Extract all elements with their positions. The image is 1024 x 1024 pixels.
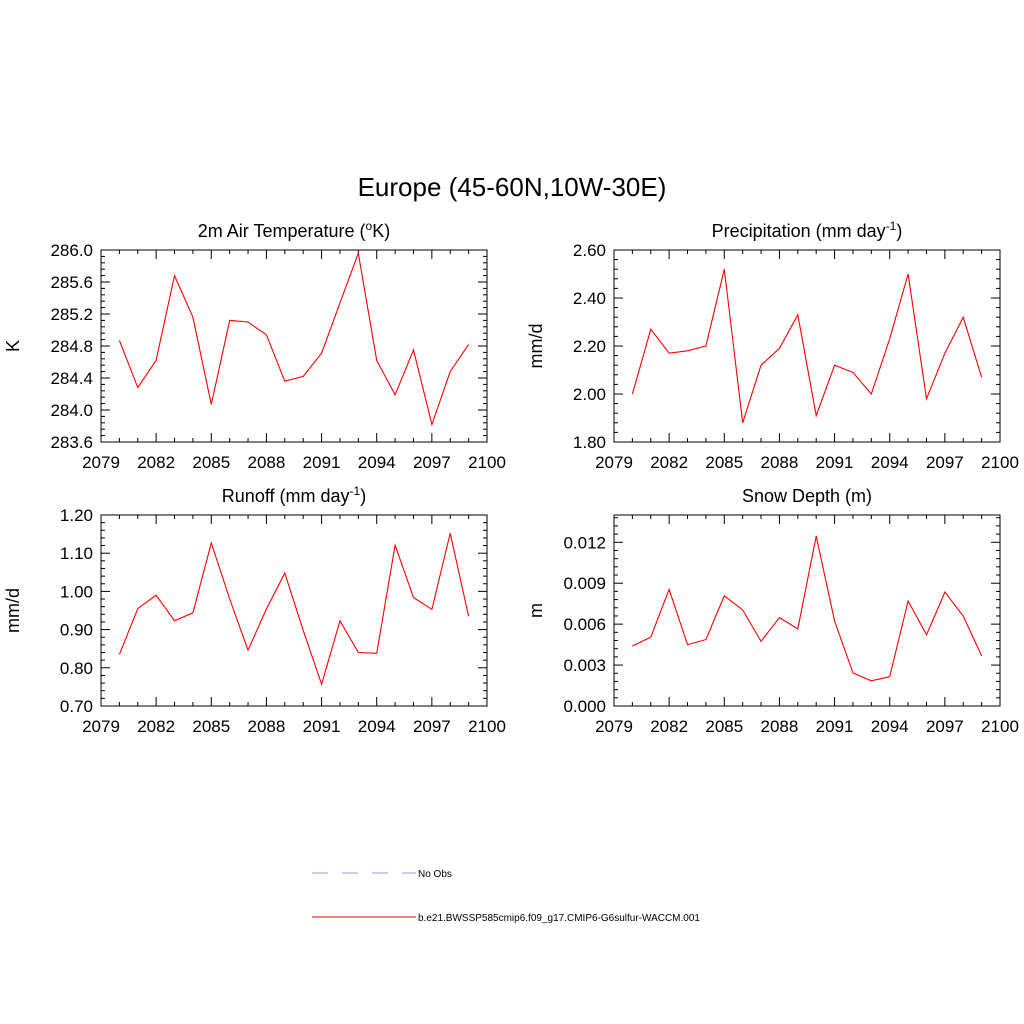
x-tick-label: 2085	[192, 453, 230, 472]
series-line	[118, 251, 470, 427]
legend-label-no-obs: No Obs	[418, 869, 452, 880]
x-tick-label: 2091	[816, 453, 854, 472]
legend: No Obs b.e21.BWSSP585cmip6.f09_g17.CMIP6…	[312, 869, 700, 924]
x-tick-label: 2088	[761, 717, 799, 736]
x-tick-label: 2100	[981, 453, 1019, 472]
y-tick-label: 286.0	[50, 241, 93, 260]
x-tick-label: 2085	[705, 453, 743, 472]
y-tick-label: 1.00	[60, 582, 93, 601]
y-tick-label: 0.009	[563, 574, 606, 593]
y-tick-label: 285.6	[50, 273, 93, 292]
x-tick-label: 2097	[926, 453, 964, 472]
legend-label-model: b.e21.BWSSP585cmip6.f09_g17.CMIP6-G6sulf…	[418, 913, 700, 924]
chart-title: Precipitation (mm day-1)	[712, 219, 903, 241]
y-tick-label: 0.003	[563, 656, 606, 675]
chart-title: 2m Air Temperature (oK)	[198, 219, 390, 241]
series-line	[631, 269, 983, 423]
y-tick-label: 1.10	[60, 544, 93, 563]
y-tick-label: 2.00	[573, 385, 606, 404]
x-tick-label: 2079	[82, 717, 120, 736]
y-axis-label: K	[3, 340, 23, 352]
x-tick-label: 2082	[650, 717, 688, 736]
chart-panels: 2079 2082 2085 2088 2091 2094 2097 2100 283.6 284…	[3, 219, 1019, 736]
chart-runoff: 2079 2082 2085 2088 2091 2094 2097 2100 0.70 0.80…	[3, 484, 506, 736]
y-tick-label: 0.000	[563, 697, 606, 716]
plot-frame	[613, 514, 1001, 707]
figure-title: Europe (45-60N,10W-30E)	[358, 172, 667, 202]
x-tick-label: 2082	[137, 453, 175, 472]
y-axis-label: m	[526, 603, 546, 618]
x-tick-label: 2100	[468, 717, 506, 736]
y-tick-label: 0.012	[563, 533, 606, 552]
x-tick-label: 2079	[595, 453, 633, 472]
y-tick-label: 283.6	[50, 433, 93, 452]
y-tick-label: 285.2	[50, 305, 93, 324]
y-tick-label: 0.006	[563, 615, 606, 634]
x-tick-label: 2100	[468, 453, 506, 472]
y-tick-label: 2.20	[573, 337, 606, 356]
y-tick-label: 1.20	[60, 506, 93, 525]
plot-frame	[100, 514, 488, 707]
x-tick-label: 2097	[926, 717, 964, 736]
y-tick-label: 0.80	[60, 659, 93, 678]
y-tick-label: 1.80	[573, 433, 606, 452]
x-tick-label: 2094	[871, 453, 909, 472]
y-axis-label: mm/d	[3, 588, 23, 633]
chart-snow-depth: 2079 2082 2085 2088 2091 2094 2097 2100 0.000 0.0…	[526, 486, 1019, 736]
x-tick-label: 2088	[761, 453, 799, 472]
x-tick-label: 2079	[82, 453, 120, 472]
x-tick-label: 2094	[358, 717, 396, 736]
x-tick-label: 2079	[595, 717, 633, 736]
x-tick-label: 2082	[650, 453, 688, 472]
y-tick-label: 0.90	[60, 621, 93, 640]
y-tick-label: 0.70	[60, 697, 93, 716]
x-tick-label: 2097	[413, 717, 451, 736]
x-tick-label: 2085	[192, 717, 230, 736]
x-tick-label: 2091	[816, 717, 854, 736]
chart-title: Runoff (mm day-1)	[222, 484, 366, 506]
y-tick-label: 284.0	[50, 401, 93, 420]
x-tick-label: 2088	[248, 453, 286, 472]
chart-title: Snow Depth (m)	[742, 486, 872, 506]
chart-precipitation: 2079 2082 2085 2088 2091 2094 2097 2100 1.80 2.00…	[526, 219, 1019, 472]
x-tick-label: 2082	[137, 717, 175, 736]
y-tick-label: 2.40	[573, 289, 606, 308]
x-tick-label: 2091	[303, 453, 341, 472]
y-tick-label: 284.8	[50, 337, 93, 356]
y-axis-label: mm/d	[526, 324, 546, 369]
chart-temperature: 2079 2082 2085 2088 2091 2094 2097 2100 283.6 284…	[3, 219, 506, 472]
x-tick-label: 2094	[358, 453, 396, 472]
x-tick-label: 2088	[248, 717, 286, 736]
x-tick-label: 2100	[981, 717, 1019, 736]
series-line	[632, 535, 983, 682]
x-tick-label: 2097	[413, 453, 451, 472]
y-tick-label: 284.4	[50, 369, 93, 388]
x-tick-label: 2094	[871, 717, 909, 736]
series-line	[118, 533, 470, 687]
x-tick-label: 2085	[705, 717, 743, 736]
y-tick-label: 2.60	[573, 241, 606, 260]
x-tick-label: 2091	[303, 717, 341, 736]
